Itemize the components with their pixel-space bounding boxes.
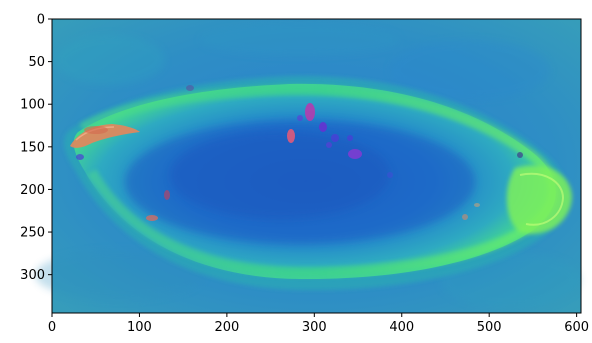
x-tick-label: 100: [127, 320, 152, 335]
axes-frame: [51, 18, 582, 314]
y-tick-label: 100: [20, 98, 45, 113]
y-tick-label: 0: [37, 13, 45, 28]
left-end-streak: [70, 124, 140, 148]
x-tick-label: 0: [48, 320, 56, 335]
interior-spots: [76, 85, 523, 221]
y-tick-label: 200: [20, 183, 45, 198]
background-texture: [35, 24, 580, 308]
y-tick-label: 300: [20, 268, 45, 283]
x-tick-label: 400: [389, 320, 414, 335]
x-tick-label: 200: [214, 320, 239, 335]
x-tick-label: 500: [477, 320, 502, 335]
x-axis: 0 100 200 300 400 500 600: [48, 313, 589, 335]
x-tick-label: 600: [564, 320, 589, 335]
x-tick-label: 300: [302, 320, 327, 335]
y-tick-label: 150: [20, 140, 45, 155]
y-axis: 0 50 100 150 200 250 300: [20, 13, 52, 283]
y-tick-label: 250: [20, 226, 45, 241]
shell: [63, 75, 567, 291]
y-tick-label: 50: [28, 55, 45, 70]
right-cap: [506, 165, 572, 234]
